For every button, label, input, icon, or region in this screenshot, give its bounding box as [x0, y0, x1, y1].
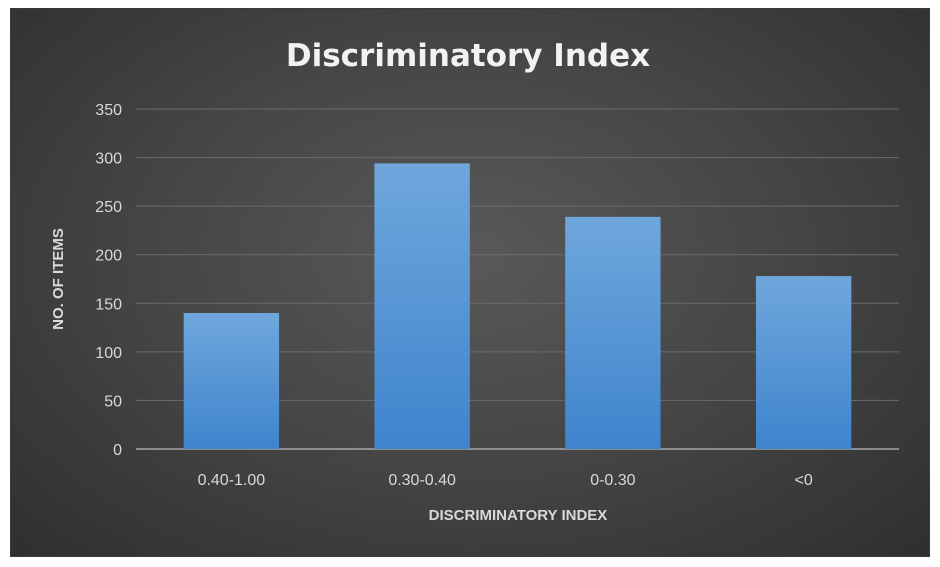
- x-tick-label: 0.40-1.00: [198, 472, 266, 489]
- x-axis-title: DISCRIMINATORY INDEX: [429, 507, 608, 524]
- y-tick-label: 100: [95, 345, 122, 362]
- x-tick-label: 0.30-0.40: [388, 472, 456, 489]
- bar: [565, 216, 661, 449]
- y-tick-label: 0: [113, 442, 122, 459]
- y-axis-ticks: 0 50 100 150 200 250 300 350: [95, 102, 122, 459]
- bar-chart: Discriminatory Index 0 50 100 150 200 250 300 3…: [50, 38, 899, 524]
- y-tick-label: 50: [104, 393, 122, 410]
- y-tick-label: 150: [95, 296, 122, 313]
- y-tick-label: 350: [95, 102, 122, 119]
- bars: [183, 163, 852, 449]
- x-tick-label: <0: [795, 472, 813, 489]
- chart-title: Discriminatory Index: [286, 38, 650, 74]
- y-tick-label: 250: [95, 199, 122, 216]
- bar: [374, 163, 470, 449]
- x-tick-label: 0-0.30: [590, 472, 635, 489]
- y-tick-label: 300: [95, 151, 122, 168]
- x-axis-ticks: 0.40-1.00 0.30-0.40 0-0.30 <0: [198, 472, 813, 489]
- chart-area: Discriminatory Index 0 50 100 150 200 250 300 3…: [10, 8, 930, 557]
- bar: [183, 313, 280, 449]
- y-tick-label: 200: [95, 248, 122, 265]
- bar: [755, 276, 852, 449]
- y-axis-title: NO. OF ITEMS: [50, 228, 67, 330]
